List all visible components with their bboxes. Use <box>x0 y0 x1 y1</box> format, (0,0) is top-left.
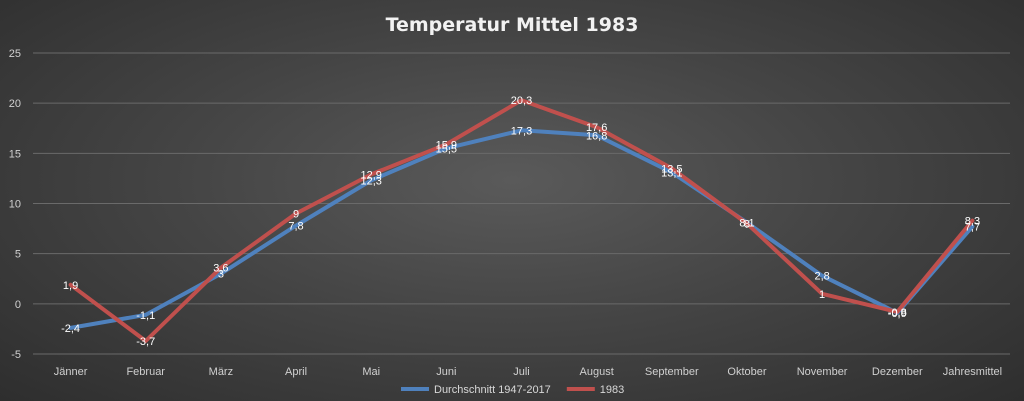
data-label: 1 <box>819 289 825 301</box>
x-tick-label: April <box>285 366 307 378</box>
data-label: -2,4 <box>61 323 80 335</box>
legend-label: Durchschnitt 1947-2017 <box>434 384 551 396</box>
data-label: 16,8 <box>586 130 607 142</box>
x-tick-label: Juni <box>436 366 456 378</box>
data-label: 9 <box>293 209 299 221</box>
y-tick-label: 25 <box>9 48 21 60</box>
data-label: 15,9 <box>436 139 457 151</box>
legend-label: 1983 <box>600 384 624 396</box>
data-label: -0,9 <box>888 308 907 320</box>
data-label: 17,6 <box>586 122 607 134</box>
data-label: 7,7 <box>965 222 980 234</box>
x-tick-label: Jänner <box>54 366 88 378</box>
data-label: 13,1 <box>661 167 682 179</box>
data-label: 2,8 <box>814 271 829 283</box>
x-tick-label: Februar <box>126 366 165 378</box>
data-label: 12,3 <box>360 175 381 187</box>
x-tick-label: Dezember <box>872 366 923 378</box>
x-tick-label: August <box>580 366 614 378</box>
y-tick-label: -5 <box>11 349 21 361</box>
data-label: 1,9 <box>63 280 78 292</box>
y-tick-label: 10 <box>9 199 21 211</box>
data-label: 12,9 <box>360 169 381 181</box>
x-tick-label: Juli <box>513 366 530 378</box>
y-tick-label: 0 <box>15 299 21 311</box>
chart-title: Temperatur Mittel 1983 <box>386 14 639 36</box>
data-label: 15,5 <box>436 143 457 155</box>
data-label: 3 <box>218 269 224 281</box>
y-tick-label: 20 <box>9 98 21 110</box>
series-line-1 <box>68 128 975 330</box>
x-axis-ticks: Jänner Februar März April Mai Juni Juli August S… <box>54 366 1002 378</box>
x-tick-label: März <box>209 366 233 378</box>
series-lines <box>68 98 975 343</box>
x-tick-label: September <box>645 366 699 378</box>
gridlines <box>33 52 1010 355</box>
data-label: 3,6 <box>213 263 228 275</box>
data-label: 13,5 <box>661 163 682 175</box>
data-label: -1,1 <box>136 310 155 322</box>
data-label: 20,3 <box>511 95 532 107</box>
data-label: 17,3 <box>511 125 532 137</box>
y-axis-ticks: -5 0 5 10 15 20 25 <box>9 48 21 361</box>
data-label: 7,8 <box>288 221 303 233</box>
x-tick-label: November <box>797 366 848 378</box>
x-tick-label: Jahresmittel <box>943 366 1002 378</box>
x-tick-label: Oktober <box>727 366 766 378</box>
x-tick-label: Mai <box>362 366 380 378</box>
data-labels: -2,4 -1,1 3 7,8 12,3 15,5 17,3 16,8 13,1 8,1 2,8 -0… <box>61 95 980 348</box>
data-label: -0,8 <box>888 307 907 319</box>
y-tick-label: 5 <box>15 249 21 261</box>
data-label: -3,7 <box>136 336 155 348</box>
data-label: 8,1 <box>739 218 754 230</box>
data-label: 8 <box>744 219 750 231</box>
data-label: 8,3 <box>965 216 980 228</box>
legend: Durchschnitt 1947-2017 1983 <box>401 384 624 396</box>
y-tick-label: 15 <box>9 148 21 160</box>
series-line-2 <box>68 98 975 343</box>
